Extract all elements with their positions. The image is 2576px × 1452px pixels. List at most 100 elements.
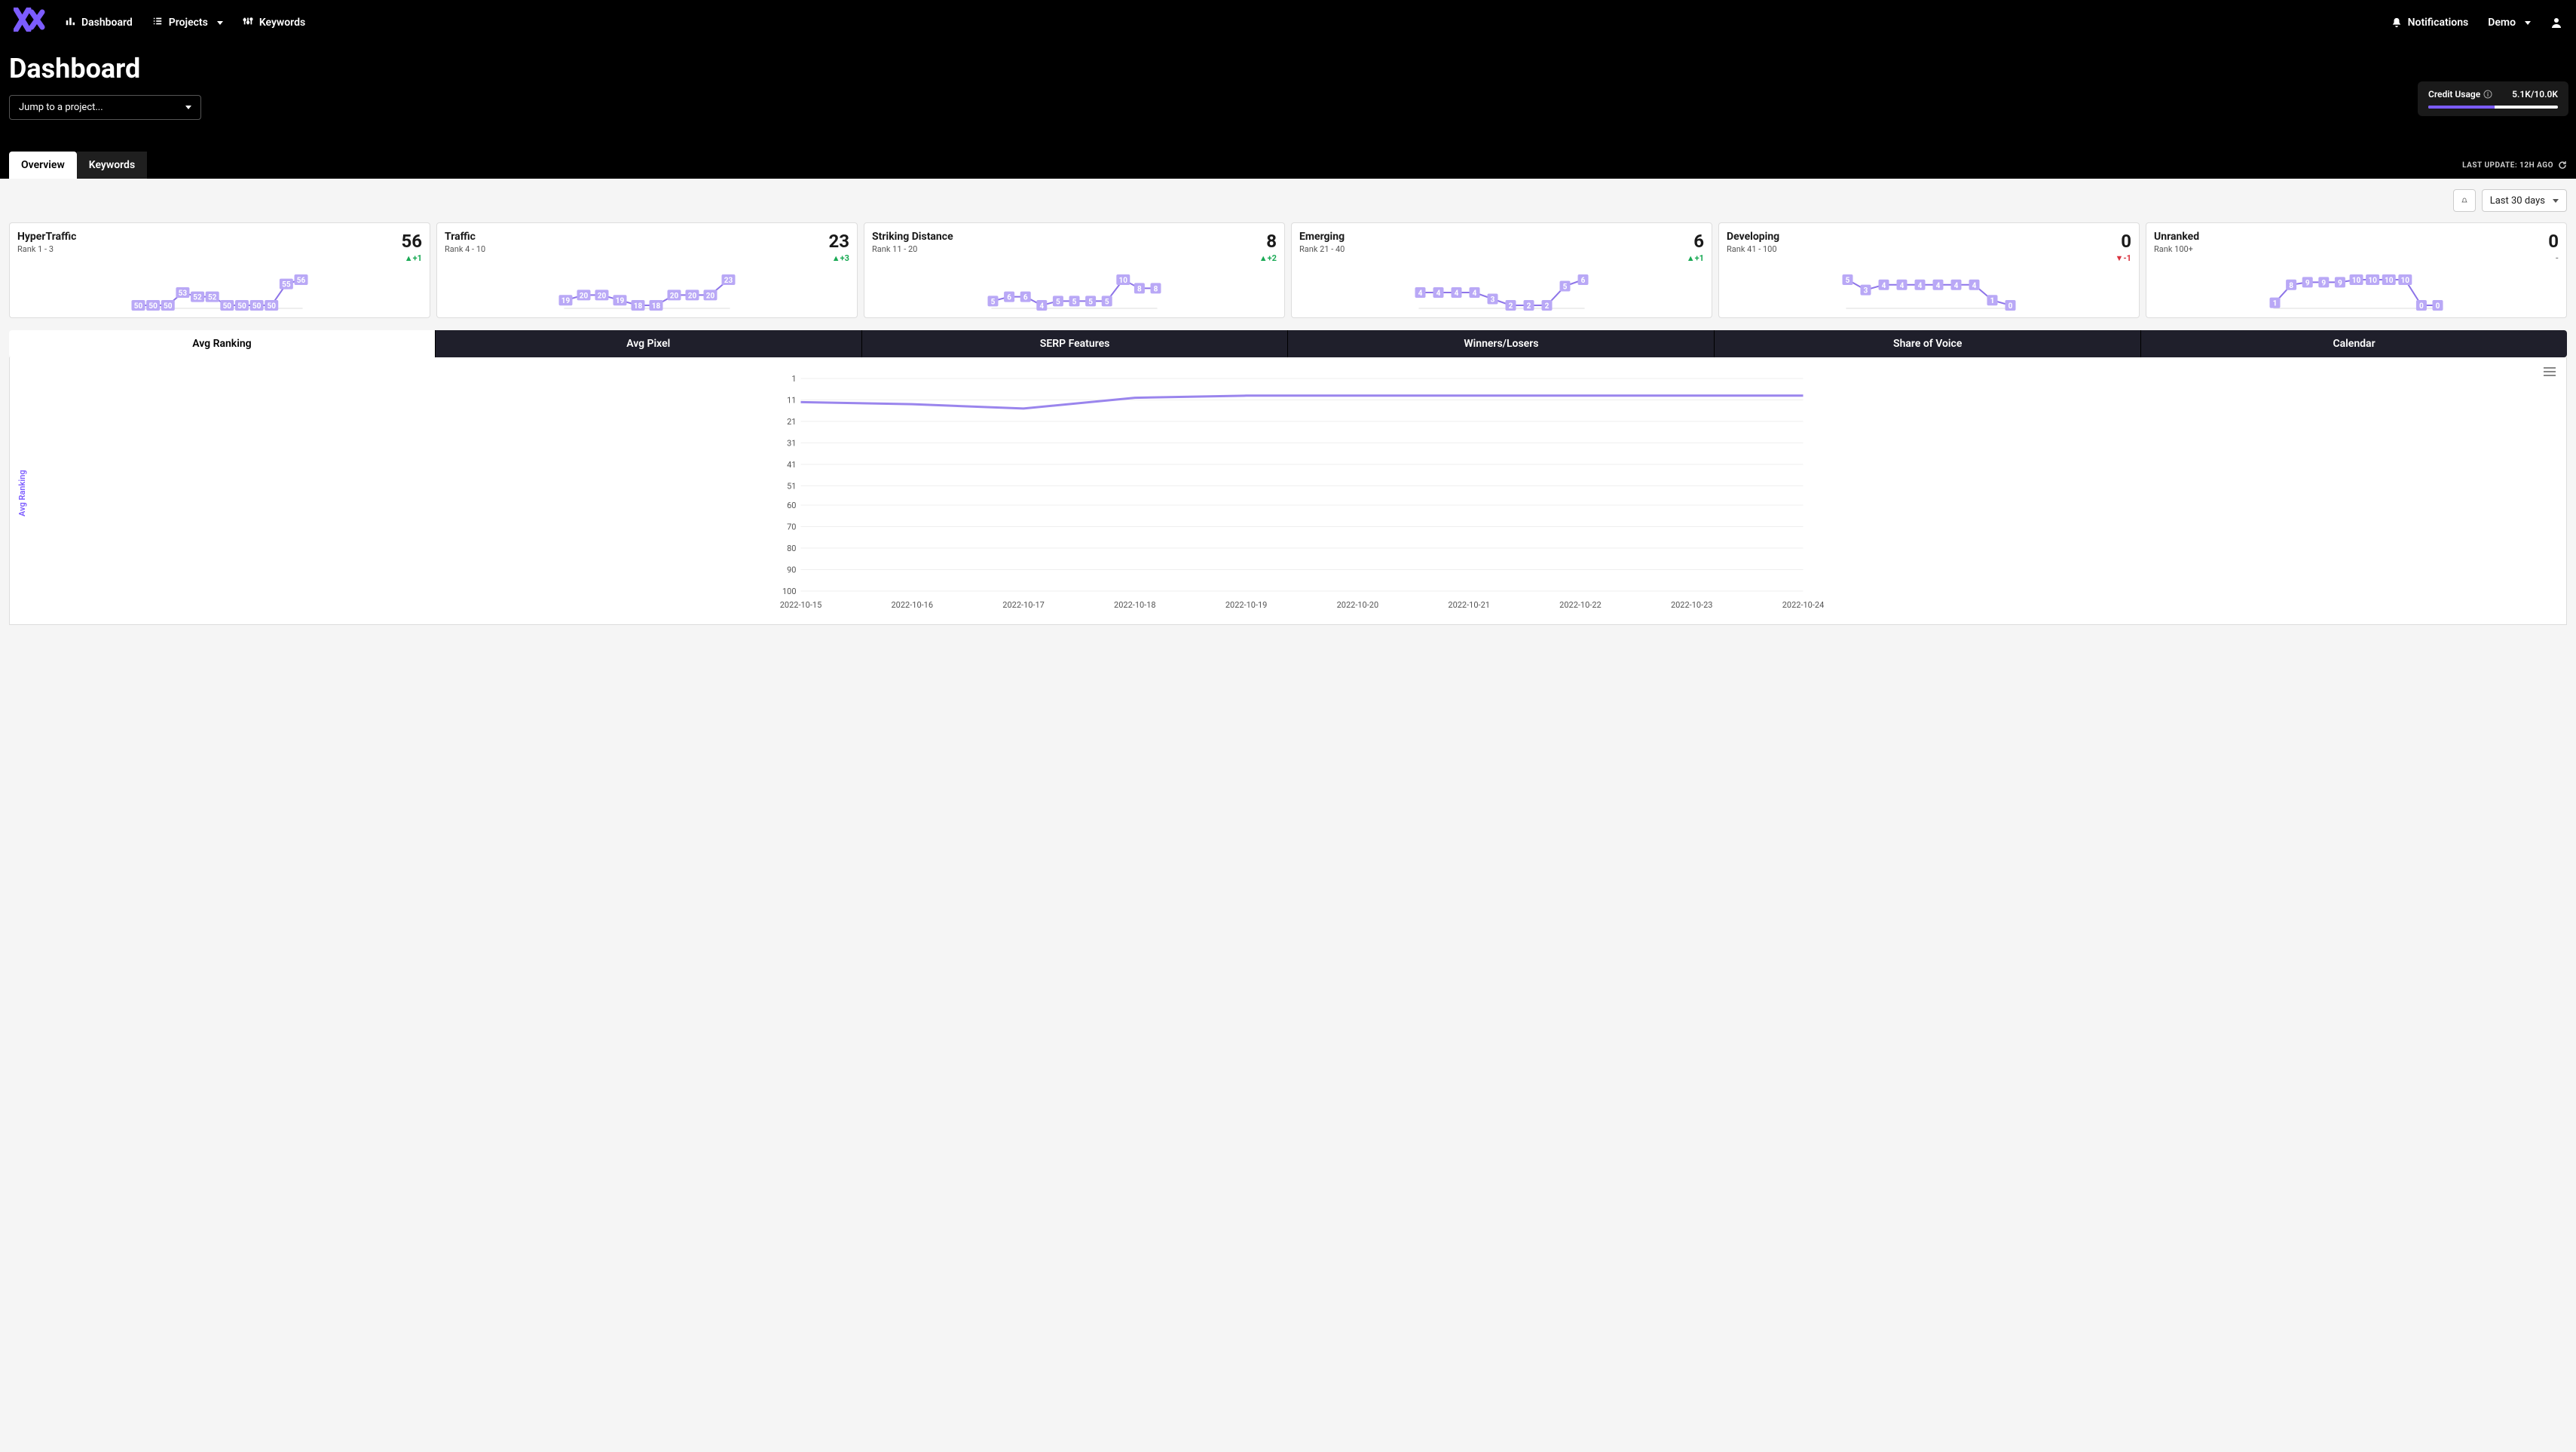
user-icon [2550,17,2562,29]
card-subtitle: Rank 21 - 40 [1299,244,1345,254]
svg-text:4: 4 [1039,302,1044,311]
svg-text:5: 5 [1072,298,1077,306]
svg-text:5: 5 [1563,283,1568,292]
nav-projects[interactable]: Projects [152,16,223,29]
svg-text:31: 31 [787,438,796,448]
subtab-winners-losers[interactable]: Winners/Losers [1287,330,1714,357]
svg-text:8: 8 [1154,285,1158,293]
card-delta: ▼-1 [2115,253,2131,263]
content-toolbar: Last 30 days [9,189,2567,212]
card-delta: ▲+2 [1259,253,1277,263]
svg-text:4: 4 [1918,282,1923,290]
project-jumper[interactable]: Jump to a project... [9,95,201,120]
svg-text:9: 9 [2305,279,2310,287]
card-title: Traffic [445,231,485,243]
svg-text:2022-10-19: 2022-10-19 [1225,600,1268,610]
avg-ranking-chart: 11121314151607080901002022-10-152022-10-… [29,371,2553,612]
nav-label: Dashboard [81,17,133,29]
subtab-share-of-voice[interactable]: Share of Voice [1714,330,2140,357]
svg-text:2022-10-22: 2022-10-22 [1559,600,1602,610]
card-subtitle: Rank 41 - 100 [1727,244,1779,254]
svg-text:50: 50 [134,302,143,311]
nav-keywords[interactable]: Keywords [243,16,305,29]
card-title: Unranked [2154,231,2199,243]
chart-menu-button[interactable] [2544,365,2556,378]
svg-text:10: 10 [2352,277,2361,285]
metric-card-emerging[interactable]: Emerging Rank 21 - 40 6 ▲+1 4444322256 [1291,222,1712,318]
card-subtitle: Rank 100+ [2154,244,2199,254]
card-sparkline: 566455551088 [872,271,1277,311]
notifications-link[interactable]: Notifications [2391,17,2469,29]
svg-text:10: 10 [2385,277,2394,285]
svg-text:4: 4 [1882,282,1886,290]
card-sparkline: 4444322256 [1299,271,1704,311]
tab-overview[interactable]: Overview [9,152,77,179]
nav-dashboard[interactable]: Dashboard [65,16,133,29]
notifications-label: Notifications [2408,17,2469,29]
refresh-icon[interactable] [2558,161,2567,170]
view-tabs: OverviewKeywords LAST UPDATE: 12H AGO [0,152,2576,179]
svg-text:50: 50 [223,302,232,311]
card-subtitle: Rank 4 - 10 [445,244,485,254]
credit-progress-bar [2428,106,2558,109]
tab-keywords[interactable]: Keywords [77,152,147,179]
svg-text:4: 4 [1972,282,1977,290]
svg-text:4: 4 [1900,282,1904,290]
user-avatar-button[interactable] [2550,17,2562,29]
card-delta: ▲+1 [401,253,422,263]
svg-text:5: 5 [1105,298,1109,306]
project-jumper-placeholder: Jump to a project... [19,102,103,113]
card-title: Developing [1727,231,1779,243]
svg-text:56: 56 [297,277,306,285]
svg-text:2022-10-15: 2022-10-15 [780,600,822,610]
svg-text:8: 8 [2289,282,2293,290]
svg-text:18: 18 [634,302,643,311]
svg-text:70: 70 [787,522,796,532]
card-value: 6 [1687,231,1704,252]
card-delta: - [2548,253,2559,263]
chevron-down-icon [2553,199,2559,203]
metric-card-striking-distance[interactable]: Striking Distance Rank 11 - 20 8 ▲+2 566… [864,222,1285,318]
metric-card-hypertraffic[interactable]: HyperTraffic Rank 1 - 3 56 ▲+1 505050535… [9,222,430,318]
metric-card-traffic[interactable]: Traffic Rank 4 - 10 23 ▲+3 1920201918182… [436,222,858,318]
svg-text:41: 41 [787,460,796,470]
user-menu[interactable]: Demo [2488,17,2531,29]
svg-text:9: 9 [2321,279,2326,287]
card-delta: ▲+3 [828,253,849,263]
svg-text:i: i [2487,91,2489,98]
card-value: 0 [2548,231,2559,252]
last-update: LAST UPDATE: 12H AGO [2462,161,2567,170]
nav-label: Keywords [259,17,305,29]
svg-text:5: 5 [1056,298,1060,306]
subtab-avg-pixel[interactable]: Avg Pixel [435,330,861,357]
info-icon[interactable]: i [2483,90,2492,99]
card-delta: ▲+1 [1687,253,1704,263]
svg-text:4: 4 [1436,289,1441,298]
card-sparkline: 189991010101000 [2154,271,2559,311]
svg-text:6: 6 [1023,294,1028,302]
alerts-button[interactable] [2453,189,2476,212]
card-sparkline: 5344444410 [1727,271,2131,311]
svg-text:52: 52 [193,294,202,302]
date-range-picker[interactable]: Last 30 days [2482,189,2567,212]
subtab-avg-ranking[interactable]: Avg Ranking [9,330,435,357]
svg-text:2: 2 [1545,302,1550,311]
subtab-calendar[interactable]: Calendar [2140,330,2567,357]
svg-text:0: 0 [2008,302,2013,311]
bar-chart-icon [65,16,75,29]
svg-text:11: 11 [787,395,796,405]
svg-text:55: 55 [282,281,291,289]
svg-text:20: 20 [688,292,697,300]
subtab-serp-features[interactable]: SERP Features [861,330,1288,357]
svg-text:4: 4 [1418,289,1423,298]
card-title: Emerging [1299,231,1345,243]
chevron-down-icon [217,21,223,25]
svg-text:23: 23 [724,277,733,285]
metric-card-unranked[interactable]: Unranked Rank 100+ 0 - 189991010101000 [2146,222,2567,318]
logo [14,8,45,38]
svg-text:19: 19 [616,297,625,305]
chart-y-axis-label: Avg Ranking [16,371,29,615]
card-value: 56 [401,231,422,252]
metric-card-developing[interactable]: Developing Rank 41 - 100 0 ▼-1 534444441… [1718,222,2140,318]
svg-text:52: 52 [208,294,217,302]
